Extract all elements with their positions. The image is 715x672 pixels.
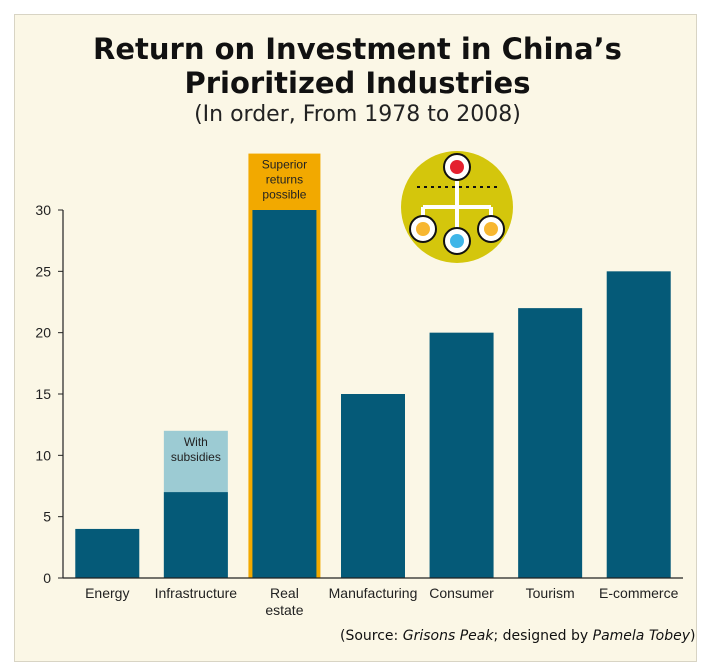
x-tick-label: estate — [265, 602, 303, 618]
bar — [75, 528, 140, 578]
x-tick-label: Tourism — [526, 585, 575, 601]
bar — [341, 394, 405, 578]
annotation-text-line: subsidies — [171, 450, 221, 464]
bar — [252, 210, 317, 578]
x-tick-label: Consumer — [429, 585, 494, 601]
x-tick-label: Manufacturing — [329, 585, 418, 601]
annotation-text-line: With — [184, 435, 208, 449]
annotation-text-line: Superior — [262, 158, 307, 172]
icon-node-right — [484, 222, 498, 236]
chart-subtitle: (In order, From 1978 to 2008) — [194, 102, 521, 127]
y-tick-label: 15 — [35, 386, 51, 402]
icon-node-bottom — [450, 234, 464, 248]
source-middle: ; designed by — [493, 628, 593, 644]
source-org: Grisons Peak — [402, 628, 494, 644]
chart-title-line-1: Return on Investment in China’s — [93, 32, 622, 66]
source-prefix: (Source: — [340, 628, 403, 644]
icon-node-top — [450, 160, 464, 174]
bar — [518, 308, 583, 578]
chart-title-line-2: Prioritized Industries — [184, 66, 531, 100]
annotation-text-line: returns — [266, 173, 303, 187]
y-tick-label: 30 — [35, 202, 51, 218]
annotation-text-line: possible — [262, 188, 306, 202]
bar — [606, 271, 671, 578]
y-tick-label: 0 — [43, 570, 51, 586]
x-tick-label: Energy — [85, 585, 129, 601]
org-chart-icon — [401, 151, 513, 263]
y-tick-label: 5 — [43, 509, 51, 525]
source-designer: Pamela Tobey — [592, 628, 690, 644]
bar — [429, 332, 494, 578]
bar — [163, 492, 228, 578]
y-tick-label: 20 — [35, 325, 51, 341]
y-tick-label: 25 — [35, 263, 51, 279]
x-tick-label: Real — [270, 585, 299, 601]
x-tick-label: E-commerce — [599, 585, 679, 601]
x-tick-label: Infrastructure — [155, 585, 238, 601]
source-credit: (Source: Grisons Peak; designed by Pamel… — [340, 628, 700, 644]
y-tick-label: 10 — [35, 447, 51, 463]
source-suffix: ) — [690, 628, 696, 644]
icon-node-left — [416, 222, 430, 236]
